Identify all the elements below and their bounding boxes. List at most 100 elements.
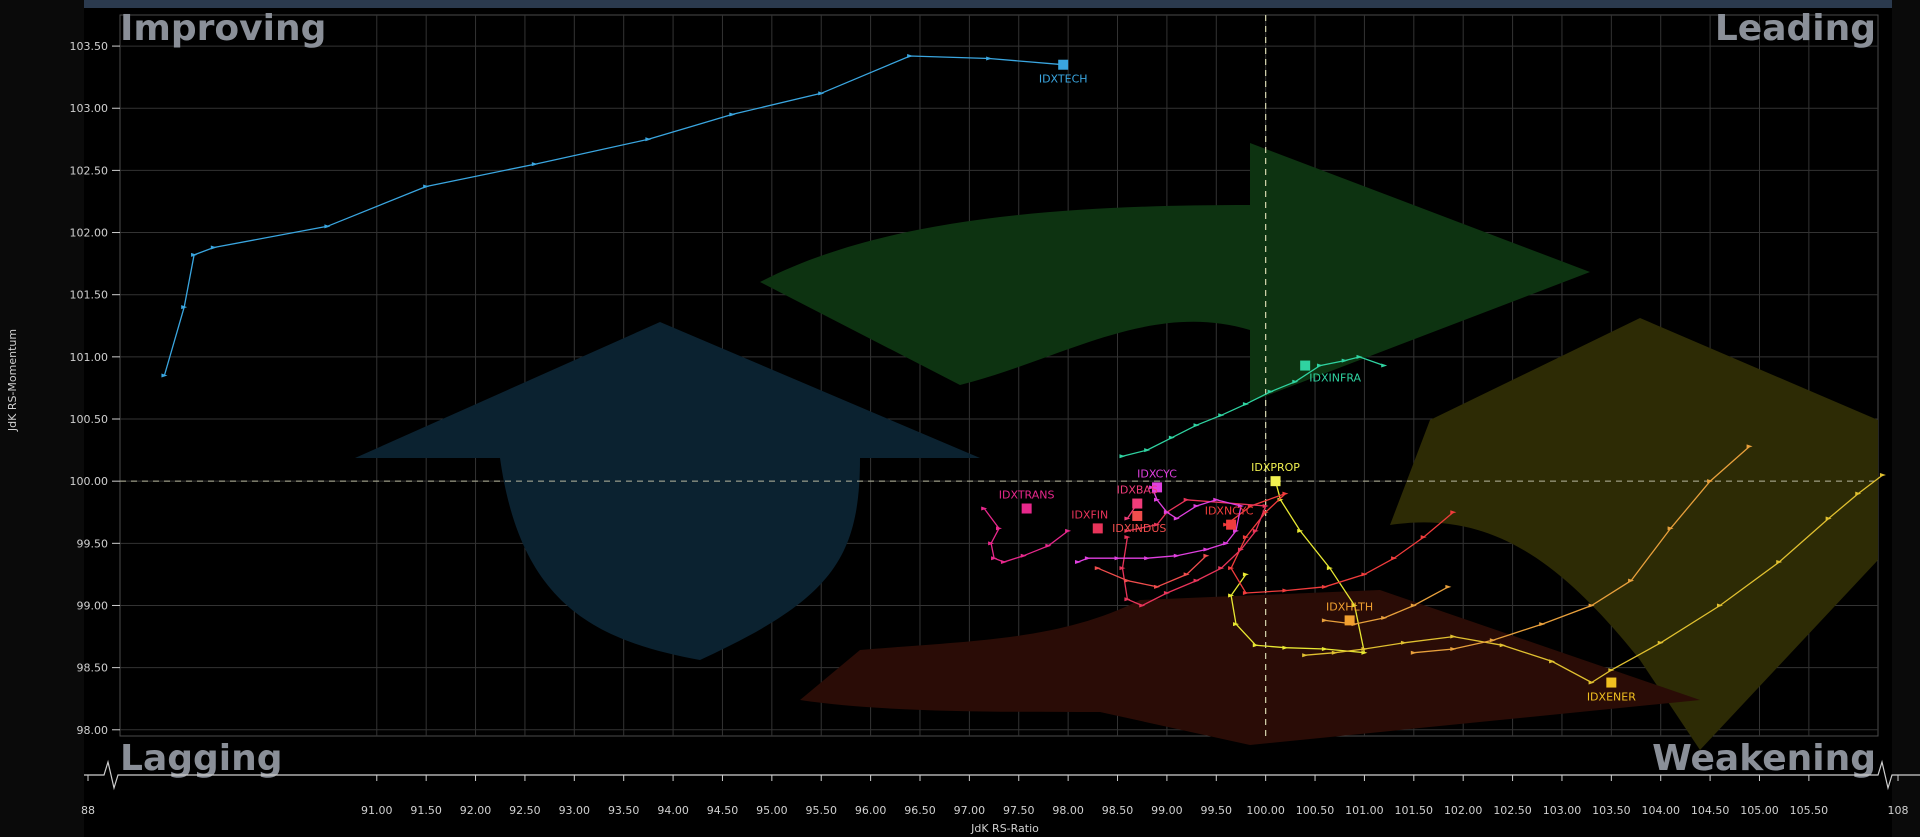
series-point <box>1539 622 1546 627</box>
series-point <box>1193 578 1200 583</box>
series-point <box>1267 389 1274 394</box>
series-point <box>1233 622 1240 627</box>
series-label-idxinfra: IDXINFRA <box>1309 372 1361 385</box>
y-axis-title: JdK RS-Momentum <box>6 329 19 432</box>
series-label-idxindus: IDXINDUS <box>1112 522 1166 535</box>
x-tick-label: 100.50 <box>1296 804 1335 817</box>
series-point <box>1252 643 1259 648</box>
series-point <box>1657 640 1664 645</box>
y-tick-label: 99.00 <box>77 599 109 612</box>
series-point <box>1297 528 1304 533</box>
y-tick-label: 103.00 <box>70 102 109 115</box>
y-tick-label: 101.50 <box>70 289 109 302</box>
series-point <box>1628 578 1635 583</box>
series-point <box>1361 646 1368 651</box>
series-point <box>1154 497 1161 502</box>
series-point <box>1361 572 1368 577</box>
series-point <box>1233 528 1240 533</box>
series-point <box>1119 566 1126 571</box>
series-point <box>991 556 998 561</box>
series-point <box>1549 659 1556 664</box>
series-point <box>1667 526 1674 531</box>
series-point <box>1173 553 1180 558</box>
series-point <box>1450 646 1457 651</box>
x-axis-title: JdK RS-Ratio <box>970 822 1039 835</box>
weakening-arrow <box>1390 318 1878 750</box>
x-tick-label: 92.50 <box>509 804 541 817</box>
series-point <box>1168 435 1175 440</box>
series-point <box>1282 645 1289 650</box>
heads-layer: IDXTECH IDXINFRA IDXPROP IDXCYC IDXBAS IDXTRA… <box>999 59 1636 704</box>
series-point <box>1331 650 1338 655</box>
series-label-idxhlth: IDXHLTH <box>1326 600 1373 613</box>
lagging-arrow <box>800 590 1700 745</box>
series-point <box>1262 504 1269 509</box>
series-point <box>818 91 825 96</box>
x-tick-label: 101.00 <box>1345 804 1384 817</box>
y-tick-label: 101.00 <box>70 351 109 364</box>
series-point <box>1084 556 1091 561</box>
y-tick-label: 102.00 <box>70 227 109 240</box>
series-point <box>1391 556 1398 561</box>
series-point <box>1282 491 1289 496</box>
series-point <box>1420 535 1427 540</box>
series-point <box>1144 448 1151 453</box>
series-point <box>1218 566 1225 571</box>
series-point <box>1321 618 1328 623</box>
series-head-idxhlth <box>1344 615 1355 626</box>
x-tick-label: 105.50 <box>1790 804 1829 817</box>
y-tick-label: 103.50 <box>70 40 109 53</box>
series-point <box>1144 556 1151 561</box>
series-point <box>1139 603 1146 608</box>
series-head-idxfin <box>1092 523 1103 534</box>
series-tail-idxinfra <box>1122 356 1385 457</box>
series-point <box>1203 553 1210 558</box>
series-label-idxcyc: IDXCYC <box>1137 467 1177 480</box>
series-point <box>1242 591 1249 596</box>
series-point <box>1065 528 1072 533</box>
y-tick-label: 100.50 <box>70 413 109 426</box>
series-tail-idxfin <box>1121 499 1267 607</box>
y-tick-label: 98.50 <box>77 662 109 675</box>
series-point <box>1450 510 1457 515</box>
series-label-idxbas: IDXBAS <box>1117 484 1158 497</box>
series-point <box>1351 603 1358 608</box>
series-point <box>1242 535 1249 540</box>
series-point <box>1193 423 1200 428</box>
quadrant-leading-label: Leading <box>1715 8 1876 49</box>
x-tick-label: 95.50 <box>805 804 837 817</box>
quadrant-lagging-label: Lagging <box>120 738 283 779</box>
series-point <box>1879 472 1886 477</box>
series-point <box>1163 591 1170 596</box>
series-point <box>1154 522 1161 527</box>
series-point <box>1282 588 1289 593</box>
x-tick-label: 101.50 <box>1395 804 1434 817</box>
series-head-idxinfra <box>1300 360 1311 371</box>
x-tick-label: 98.00 <box>1052 804 1084 817</box>
series-point <box>1381 363 1388 368</box>
x-tick-label: 102.50 <box>1493 804 1532 817</box>
series-tail-idxtrans <box>983 508 1069 563</box>
x-axis-line <box>84 759 1920 791</box>
leading-arrow <box>760 143 1590 402</box>
series-point <box>1242 572 1249 577</box>
series-point <box>1237 547 1244 552</box>
series-point <box>1242 402 1249 407</box>
series-point <box>1228 566 1235 571</box>
series-point <box>1341 358 1348 363</box>
series-point <box>423 184 430 189</box>
series-point <box>1183 497 1190 502</box>
x-tick-label: 98.50 <box>1102 804 1134 817</box>
x-tick-label: 104.50 <box>1691 804 1730 817</box>
series-head-idxncyc <box>1226 519 1237 530</box>
series-point <box>988 541 995 546</box>
x-tick-label: 95.00 <box>756 804 788 817</box>
x-tick-label: 99.50 <box>1201 804 1233 817</box>
x-tick-label: 103.00 <box>1543 804 1582 817</box>
x-tick-label: 94.50 <box>707 804 739 817</box>
series-layer <box>161 54 1886 685</box>
series-point <box>1124 535 1131 540</box>
x-tick-label: 99.00 <box>1151 804 1183 817</box>
x-tick-label: 94.00 <box>657 804 689 817</box>
series-point <box>1361 650 1368 655</box>
